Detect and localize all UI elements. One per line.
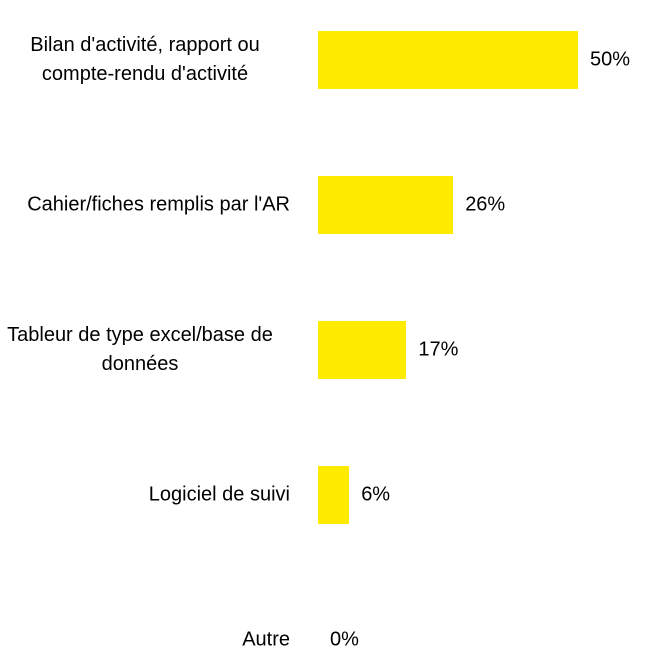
- category-label: Logiciel de suivi: [0, 481, 290, 510]
- bar: [318, 466, 350, 524]
- bar: [318, 321, 407, 379]
- bar: [318, 31, 578, 89]
- value-label: 0%: [330, 628, 359, 651]
- value-label: 17%: [418, 338, 459, 361]
- value-label: 50%: [590, 48, 631, 71]
- category-text: Logiciel de suivi: [148, 483, 290, 506]
- category-text: Bilan d'activité, rapport ou compte-rend…: [30, 34, 260, 85]
- category-label: Cahier/fiches remplis par l'AR: [0, 191, 290, 220]
- category-label: Autre: [0, 626, 290, 655]
- value-label: 6%: [361, 483, 391, 506]
- value-label: 26%: [465, 193, 506, 216]
- category-text: Tableur de type excel/base de données: [7, 324, 273, 375]
- category-text: Cahier/fiches remplis par l'AR: [27, 193, 290, 216]
- category-label: Tableur de type excel/base de données: [0, 321, 290, 379]
- category-text: Autre: [242, 628, 290, 651]
- bar: [318, 176, 454, 234]
- category-label: Bilan d'activité, rapport ou compte-rend…: [0, 31, 290, 89]
